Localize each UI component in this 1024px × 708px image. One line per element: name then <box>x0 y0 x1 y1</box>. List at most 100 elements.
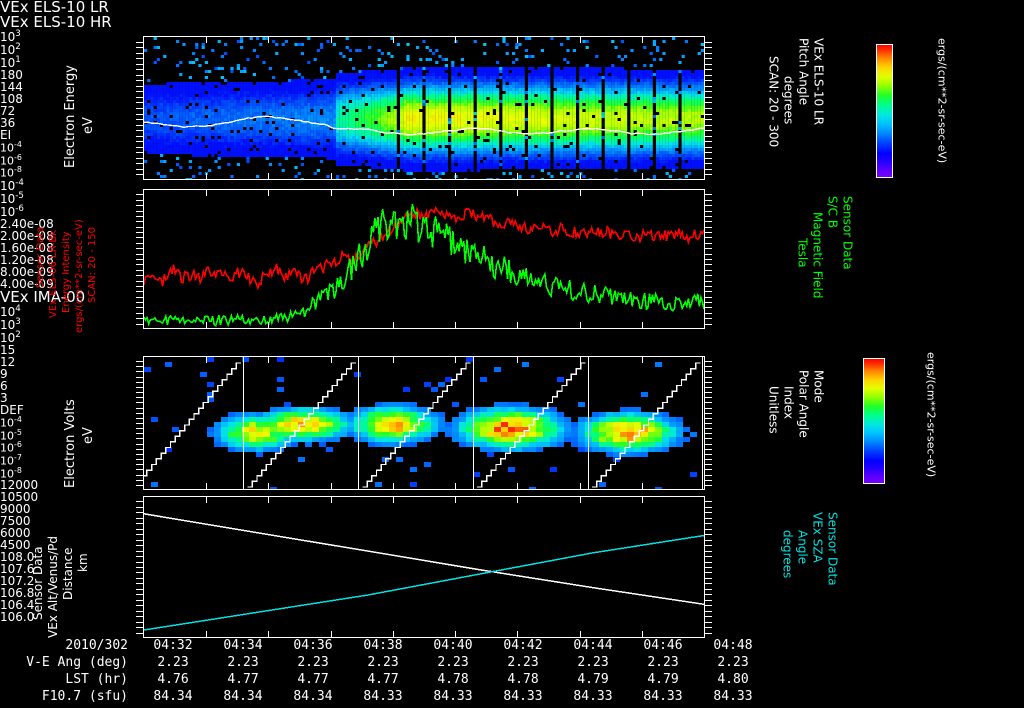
axis-tick <box>136 63 143 65</box>
axis-tick <box>136 545 143 547</box>
axis-tick <box>705 392 712 394</box>
colorbar3-units: ergs/(cm**2-sr-sec-eV) <box>924 352 938 478</box>
axis-tick <box>136 85 143 87</box>
axis-tick <box>136 69 143 71</box>
axis-tick <box>705 545 712 547</box>
bottom-time-label: 04:32 <box>153 638 193 653</box>
axis-tick <box>705 259 712 260</box>
axis-tick <box>705 550 712 552</box>
bottom-cell-value: 4.79 <box>647 672 679 687</box>
axis-tick <box>705 96 712 98</box>
axis-tick <box>136 302 143 304</box>
axis-tick <box>136 528 143 530</box>
axis-tick <box>136 423 143 424</box>
bottom-time-label: 04:34 <box>223 638 263 653</box>
axis-tick <box>705 371 712 373</box>
axis-tick <box>136 464 143 466</box>
axis-tick <box>705 232 712 234</box>
colorbar3-tick-3: 10-7 <box>0 452 22 468</box>
axis-tick <box>136 157 143 159</box>
axis-tick <box>136 253 143 255</box>
axis-tick <box>705 534 712 536</box>
axis-tick <box>705 381 712 383</box>
axis-tick <box>136 275 143 277</box>
axis-tick <box>705 124 712 126</box>
panel3-plot-area <box>144 357 703 489</box>
bottom-cell-value: 4.79 <box>577 672 609 687</box>
bottom-cell-value: 2.23 <box>297 655 329 670</box>
axis-tick <box>136 124 143 126</box>
axis-tick <box>136 205 143 207</box>
axis-tick <box>136 269 143 271</box>
panel2-rtick-4: 8.00e-09 <box>0 264 54 279</box>
bottom-cell-value: 4.78 <box>437 672 469 687</box>
panel1-rtick-36: 36 <box>0 116 16 130</box>
panel4-ytick-6000: 6000 <box>0 526 31 541</box>
panel3-ytick-1e2: 102 <box>0 329 21 345</box>
axis-tick <box>705 561 712 563</box>
axis-tick <box>705 108 712 109</box>
colorbar3-tick-2: 10-6 <box>0 440 22 455</box>
bottom-cell-value: 2.23 <box>157 655 189 670</box>
panel3-title: VEx IMA-00 <box>0 287 86 306</box>
axis-tick <box>705 610 712 612</box>
panel2-ytick-1e-5: 10-5 <box>0 190 24 206</box>
axis-tick <box>705 215 712 217</box>
panel1-ytick-1000: 103 <box>0 29 21 44</box>
panel4-rtick-5: 106.0 <box>0 610 35 625</box>
axis-tick <box>136 577 143 579</box>
axis-tick <box>136 397 143 399</box>
panel4-ytick-9000: 9000 <box>0 502 31 517</box>
axis-tick <box>136 102 143 104</box>
panel3-right-label-index: Index <box>781 386 796 420</box>
axis-tick <box>705 539 712 541</box>
panel2-ytick-1e-6: 10-6 <box>0 203 24 219</box>
bottom-time-label: 04:44 <box>573 638 613 653</box>
bottom-time-label: 04:36 <box>293 638 333 653</box>
panel4-left-label-sensor: Sensor Data <box>31 546 45 620</box>
axis-tick <box>136 605 143 607</box>
bottom-time-label: 04:46 <box>643 638 683 653</box>
panel2-left-label-instrument: VEx ELS-06 LR-Bk <box>48 229 59 318</box>
axis-tick <box>136 221 143 223</box>
axis-tick <box>136 594 143 596</box>
bottom-cell-value: 4.76 <box>157 672 189 687</box>
panel4-ytick-12000: 12000 <box>0 478 39 493</box>
panel4-right-label-sza: VEx SZA <box>810 512 825 563</box>
axis-tick <box>136 572 143 574</box>
axis-tick <box>136 428 143 430</box>
axis-tick <box>136 627 143 629</box>
axis-tick <box>705 501 712 503</box>
colorbar1-title: EI <box>0 128 12 142</box>
axis-tick <box>136 376 143 378</box>
axis-tick <box>705 506 712 508</box>
panel3-rtick-12: 12 <box>0 354 16 369</box>
panel2-ytick-1e-4: 10-4 <box>0 177 24 193</box>
axis-tick <box>705 264 712 266</box>
axis-tick <box>136 119 143 121</box>
bottom-cell-value: 84.33 <box>643 689 683 704</box>
bottom-cell-value: 4.77 <box>227 672 259 687</box>
axis-tick <box>136 407 143 409</box>
panel4-ytick-10500: 10500 <box>0 490 39 505</box>
axis-tick <box>136 448 143 450</box>
bottom-time-label: 04:38 <box>363 638 403 653</box>
panel4-plot-area <box>144 497 704 637</box>
axis-tick <box>705 412 712 414</box>
axis-tick <box>705 74 712 76</box>
panel1-right-label-sensor: VEx ELS-10 LR <box>811 38 826 126</box>
colorbar1-tick-2: 10-6 <box>0 152 22 168</box>
panel4-rtick-1: 107.6 <box>0 562 35 577</box>
bottom-cell-value: 84.34 <box>223 689 263 704</box>
axis-tick <box>705 113 712 115</box>
axis-tick <box>136 386 143 388</box>
panel3-right-label-polarangle: Polar Angle <box>796 370 811 438</box>
axis-tick <box>705 376 712 378</box>
axis-tick <box>136 453 143 455</box>
axis-tick <box>136 567 143 568</box>
panel1-plot-area <box>144 37 704 179</box>
axis-tick <box>705 307 712 309</box>
axis-tick <box>705 438 712 440</box>
axis-tick <box>136 506 143 508</box>
axis-tick <box>705 152 712 154</box>
